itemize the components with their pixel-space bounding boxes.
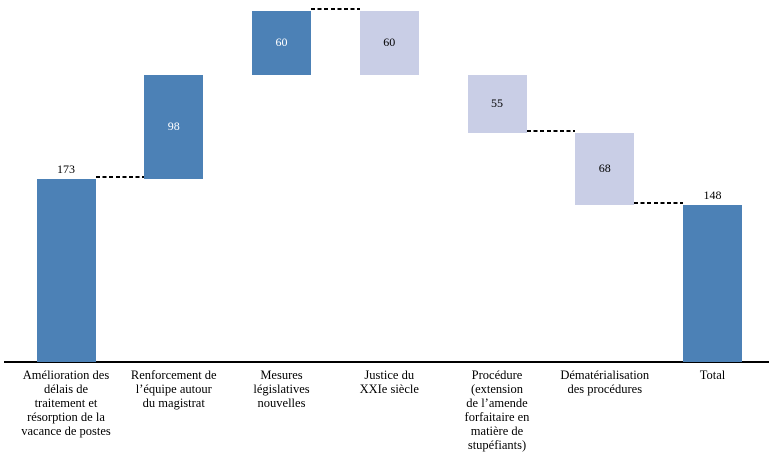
- connector-line: [311, 8, 360, 10]
- waterfall-bar-5: [467, 74, 527, 133]
- waterfall-bar-2: [144, 74, 204, 179]
- category-label: Dématérialisation des procédures: [560, 368, 650, 396]
- waterfall-bar-3: [252, 11, 311, 75]
- bar-value-label: 173: [57, 161, 75, 176]
- waterfall-bar-7: [683, 205, 742, 362]
- bar-value-label: 60: [275, 34, 288, 49]
- bar-value-label: 148: [703, 188, 722, 203]
- waterfall-bar-1: [36, 178, 96, 362]
- category-label: Mesures législatives nouvelles: [253, 368, 310, 410]
- connector-line: [526, 129, 576, 132]
- bar-value-label: 60: [383, 34, 396, 49]
- waterfall-bar-6: [575, 132, 635, 206]
- waterfall-bar-4: [359, 11, 419, 75]
- category-label: Procédure (extension de l’amende forfait…: [464, 368, 530, 452]
- category-label: Justice du XXIe siècle: [359, 368, 419, 396]
- x-axis-line: [4, 361, 769, 363]
- category-label: Renforcement de l’équipe autour du magis…: [130, 368, 217, 410]
- bar-value-label: 98: [167, 118, 180, 133]
- connector-line: [95, 175, 145, 178]
- category-label: Amélioration des délais de traitement et…: [21, 368, 111, 438]
- bar-value-label: 68: [598, 161, 611, 175]
- category-label: Total: [699, 368, 726, 382]
- connector-line: [634, 202, 683, 205]
- bar-value-label: 55: [491, 95, 503, 110]
